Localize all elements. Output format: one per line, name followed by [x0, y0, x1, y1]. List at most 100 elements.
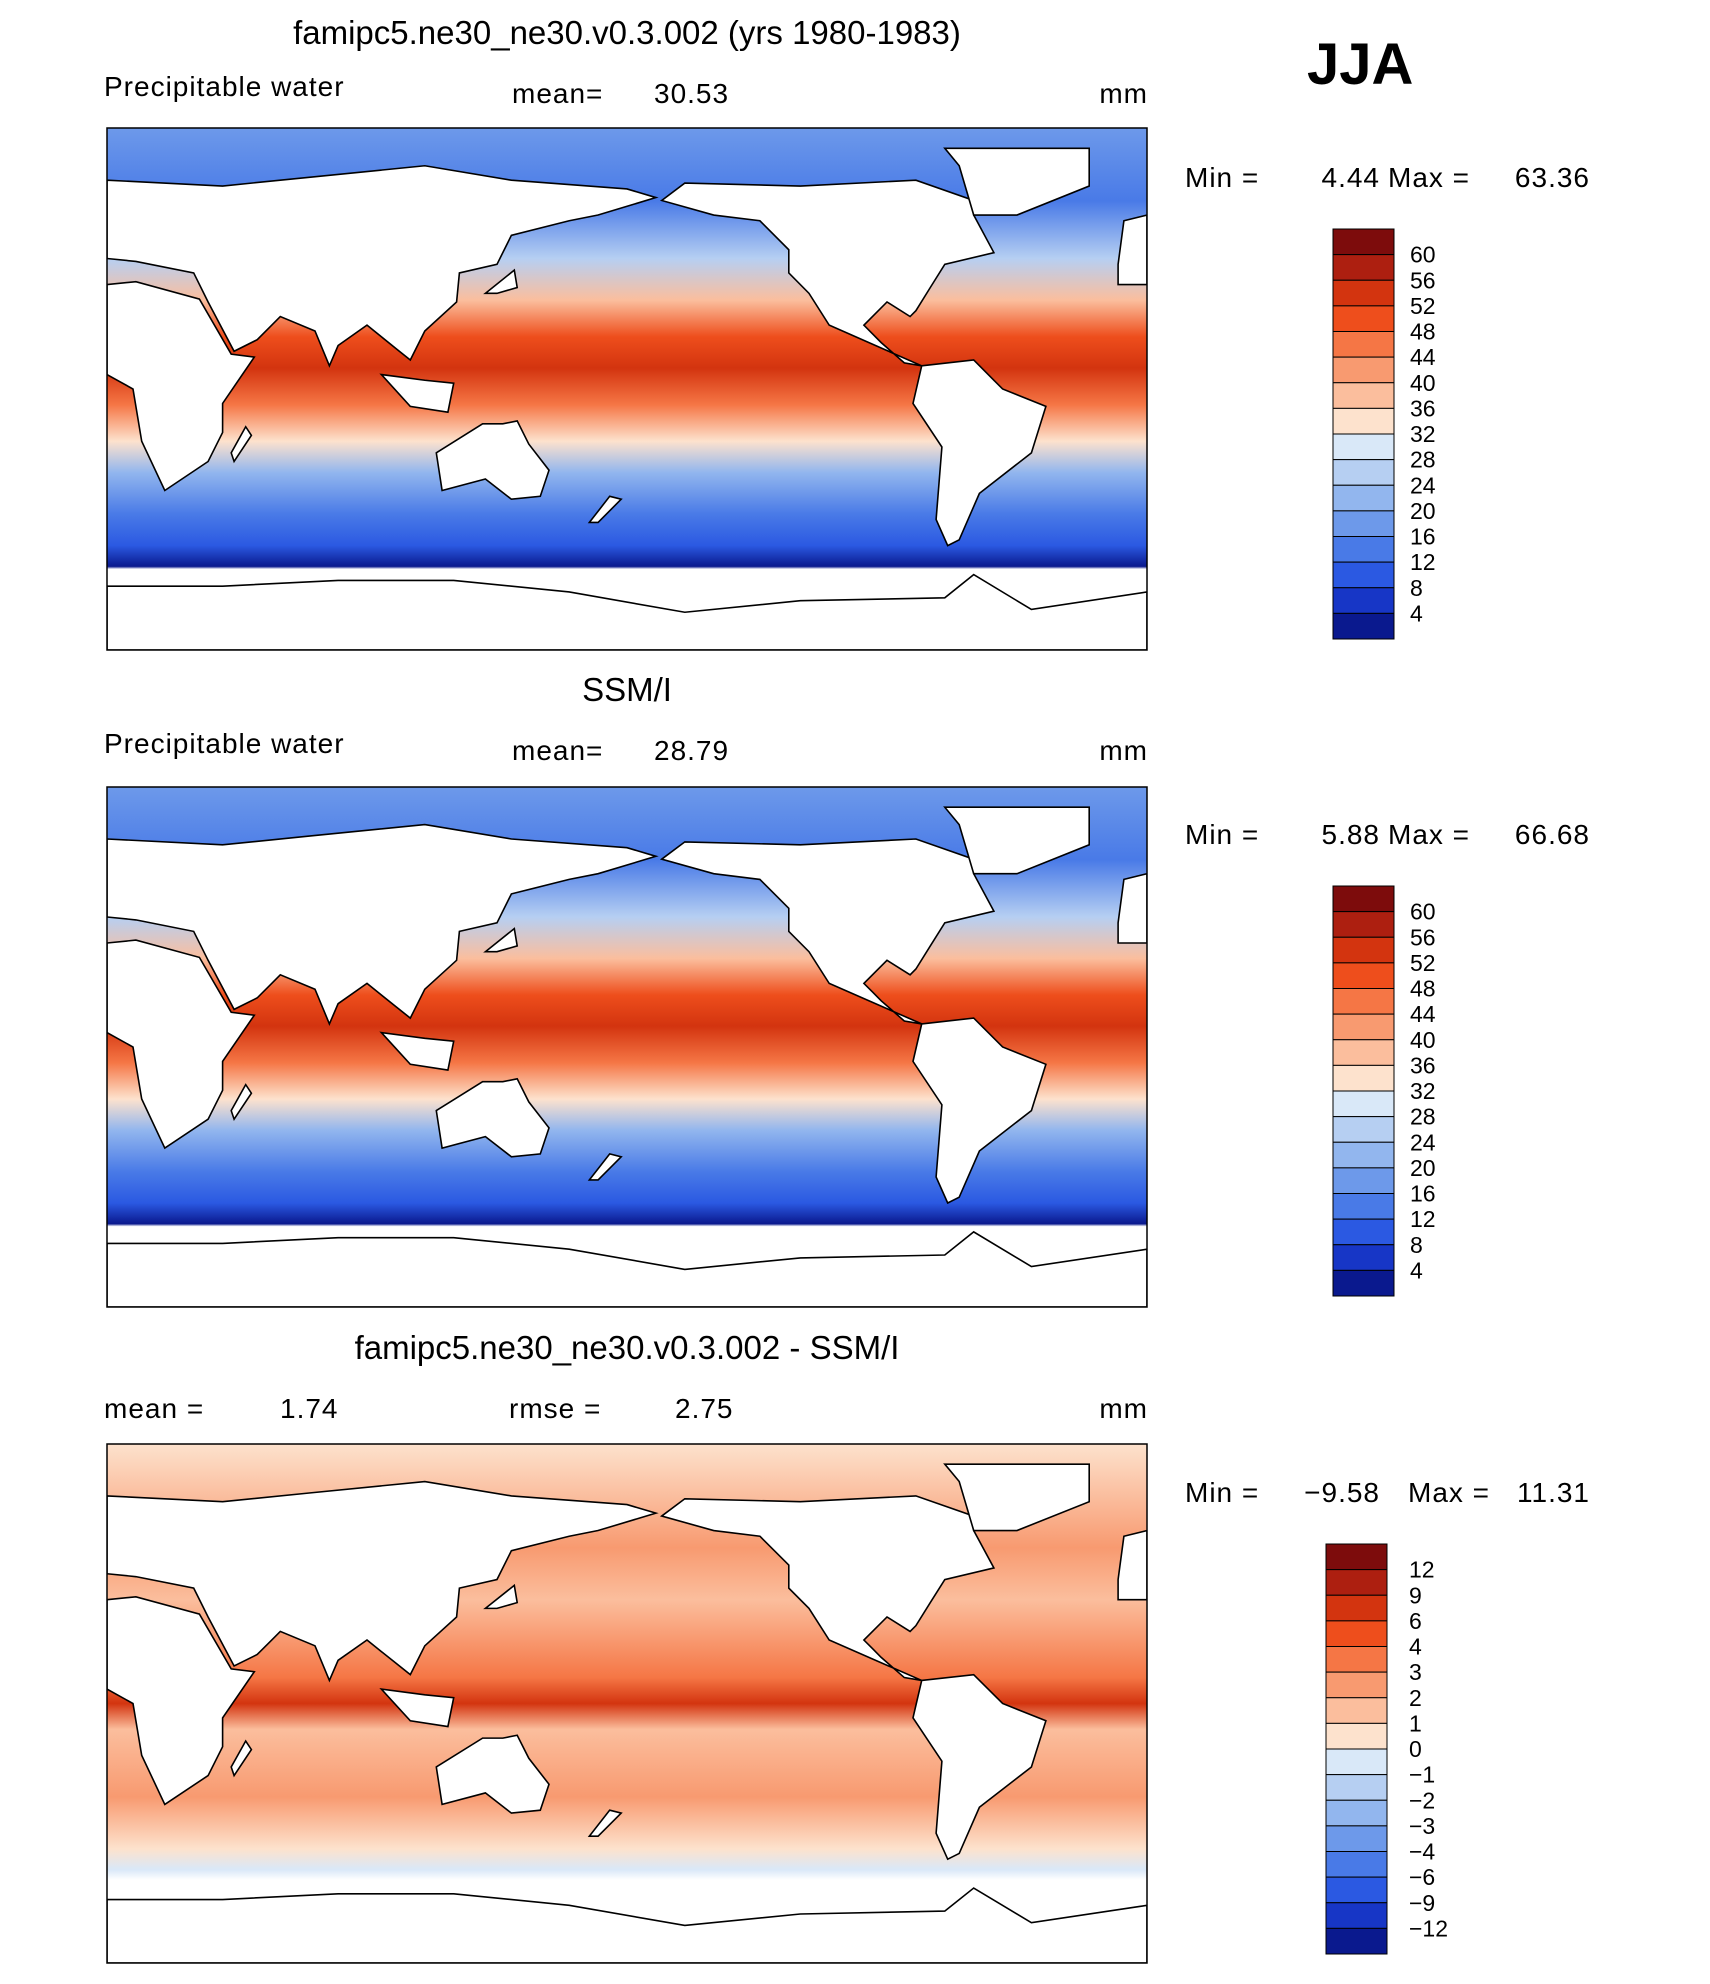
colorbar-box	[1332, 382, 1395, 409]
units-label: mm	[1099, 735, 1148, 766]
mean-label: mean =	[104, 1393, 204, 1424]
land	[231, 427, 251, 462]
min-value: −9.58	[1304, 1477, 1380, 1508]
colorbar-label: 6	[1409, 1608, 1422, 1634]
land	[1118, 215, 1147, 285]
colorbar-box	[1332, 331, 1395, 358]
rmse-value: 2.75	[675, 1393, 734, 1424]
colorbar-box	[1325, 1851, 1388, 1878]
colorbar-box	[1325, 1697, 1388, 1724]
land	[913, 1018, 1046, 1203]
variable-label: Precipitable water	[104, 71, 345, 102]
land	[231, 1085, 251, 1120]
min-value: 5.88	[1322, 819, 1381, 850]
map	[107, 1444, 1147, 1963]
colorbar-box	[1332, 1167, 1395, 1194]
colorbar-box	[1332, 1013, 1395, 1041]
land	[589, 1154, 621, 1180]
colorbar-label: 44	[1410, 1001, 1436, 1027]
units-label: mm	[1099, 1393, 1148, 1424]
variable-label: Precipitable water	[104, 728, 345, 759]
colorbar-box	[1332, 1218, 1395, 1246]
land	[662, 180, 994, 366]
colorbar-label: 24	[1410, 1129, 1436, 1155]
land	[913, 360, 1046, 546]
land	[107, 825, 656, 1024]
map-frame	[106, 127, 1148, 651]
colorbar-label: 52	[1410, 950, 1436, 976]
colorbar-label: 48	[1410, 319, 1436, 345]
rmse-label: rmse =	[509, 1393, 601, 1424]
colorbar-label: 9	[1409, 1582, 1422, 1608]
colorbar-box	[1325, 1569, 1388, 1596]
colorbar-box	[1332, 407, 1395, 435]
land	[231, 1741, 251, 1776]
colorbar-label: 52	[1410, 293, 1436, 319]
panel-title: famipc5.ne30_ne30.v0.3.002 (yrs 1980-198…	[293, 14, 961, 51]
colorbar-label: 1	[1409, 1710, 1422, 1736]
colorbar-box	[1325, 1646, 1388, 1673]
colorbar-box	[1325, 1722, 1388, 1750]
colorbar-box	[1332, 1244, 1395, 1271]
land	[913, 1675, 1046, 1860]
colorbar-box	[1332, 587, 1395, 614]
land	[945, 148, 1089, 215]
colorbar-box	[1332, 936, 1395, 964]
colorbar-box	[1332, 1193, 1395, 1220]
colorbar-label: 56	[1410, 267, 1436, 293]
colorbar-box	[1325, 1594, 1388, 1622]
land	[436, 421, 549, 499]
colorbar-label: 12	[1410, 549, 1436, 575]
colorbar-label: 60	[1410, 242, 1436, 268]
mean-value: 1.74	[280, 1393, 339, 1424]
colorbar-label: −4	[1409, 1839, 1435, 1865]
colorbar-box	[1332, 1064, 1395, 1092]
colorbar-box	[1332, 561, 1395, 589]
colorbar-label: 40	[1410, 1027, 1436, 1053]
land	[107, 940, 254, 1148]
mean-label: mean=	[512, 78, 603, 109]
land	[436, 1735, 549, 1813]
colorbar-label: −6	[1409, 1864, 1435, 1890]
mean-label: mean=	[512, 735, 603, 766]
colorbar-box	[1332, 484, 1395, 512]
land	[436, 1079, 549, 1157]
land	[485, 1585, 517, 1608]
map	[107, 128, 1147, 650]
colorbar-box	[1332, 510, 1395, 537]
colorbar-box	[1325, 1774, 1388, 1801]
land	[589, 496, 621, 522]
colorbar-label: 36	[1410, 395, 1436, 421]
land	[107, 575, 1147, 650]
max-label: Max =	[1408, 1477, 1490, 1508]
colorbar-label: 32	[1410, 421, 1436, 447]
colorbar-label: −2	[1409, 1787, 1435, 1813]
colorbar-box	[1332, 911, 1395, 938]
colorbar-box	[1325, 1902, 1388, 1929]
colorbar-box	[1332, 536, 1395, 563]
max-value: 63.36	[1515, 162, 1590, 193]
colorbar-box	[1325, 1671, 1388, 1699]
colorbar-box	[1325, 1620, 1388, 1647]
land	[662, 1496, 994, 1681]
colorbar-label: 4	[1409, 1634, 1422, 1660]
colorbar-label: 12	[1409, 1557, 1435, 1583]
colorbar-label: 40	[1410, 370, 1436, 396]
colorbar-box	[1325, 1876, 1388, 1904]
land	[1118, 1531, 1147, 1600]
colorbar-box	[1332, 279, 1395, 307]
map	[107, 787, 1147, 1307]
colorbar-box	[1332, 988, 1395, 1015]
colorbar-label: 56	[1410, 924, 1436, 950]
colorbar-box	[1332, 1116, 1395, 1143]
land	[945, 1464, 1089, 1530]
colorbar-box	[1332, 1090, 1395, 1118]
land	[107, 1597, 254, 1805]
colorbar-box	[1332, 1039, 1395, 1066]
colorbar-label: 16	[1410, 1181, 1436, 1207]
colorbar-label: 48	[1410, 976, 1436, 1002]
colorbar-label: 2	[1409, 1685, 1422, 1711]
colorbar-label: 60	[1410, 899, 1436, 925]
